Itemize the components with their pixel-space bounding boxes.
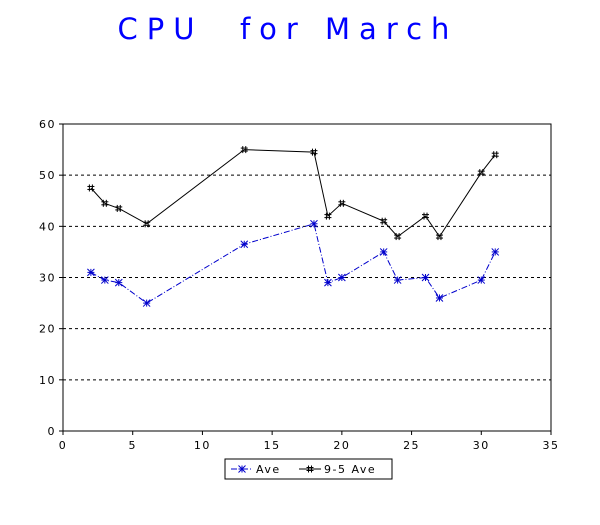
- series-line-1: [90, 223, 496, 304]
- data-point: [324, 278, 332, 287]
- data-point: [477, 276, 486, 284]
- series-layer: [87, 146, 500, 307]
- data-point: [379, 248, 388, 256]
- data-point: [240, 240, 249, 249]
- marker-stroke: [114, 278, 123, 287]
- data-point: [87, 268, 95, 277]
- marker-stroke: [310, 219, 318, 228]
- x-tick-label: 35: [543, 439, 560, 452]
- marker-stroke: [238, 465, 246, 473]
- y-tick-label: 10: [39, 374, 56, 387]
- marker-stroke: [393, 276, 402, 284]
- marker-stroke: [435, 294, 444, 302]
- x-tick-label: 15: [264, 439, 281, 452]
- marker-stroke: [477, 276, 486, 284]
- x-axis-ticks: 0 5 10 15 20 25 30 35: [59, 431, 560, 452]
- legend: Ave 9-5 Ave: [224, 458, 393, 480]
- data-point: [338, 273, 346, 282]
- legend-label-1: Ave: [256, 463, 281, 476]
- data-point: [338, 199, 346, 207]
- marker-stroke: [100, 276, 109, 284]
- x-tick-label: 20: [333, 439, 350, 452]
- data-point: [422, 212, 430, 220]
- y-tick-label: 0: [48, 425, 57, 438]
- marker-stroke: [87, 268, 95, 277]
- data-point: [100, 276, 109, 284]
- data-point: [101, 199, 109, 207]
- marker-stroke: [379, 248, 388, 256]
- marker-stroke: [240, 240, 249, 249]
- x-tick-label: 30: [473, 439, 490, 452]
- marker-stroke: [421, 273, 430, 282]
- y-tick-label: 50: [39, 169, 56, 182]
- marker-stroke: [142, 299, 151, 307]
- data-point: [143, 220, 151, 228]
- data-point: [393, 276, 402, 284]
- data-point: [421, 273, 430, 282]
- data-point: [87, 184, 95, 192]
- data-point: [491, 151, 499, 159]
- x-tick-label: 10: [194, 439, 211, 452]
- data-point: [435, 294, 444, 302]
- data-point: [491, 248, 500, 256]
- data-point: [380, 217, 388, 225]
- legend-marker: [238, 465, 246, 473]
- data-point: [142, 299, 151, 307]
- x-tick-label: 25: [403, 439, 420, 452]
- data-point: [477, 169, 485, 177]
- data-point: [114, 278, 123, 287]
- data-point: [324, 212, 332, 220]
- y-tick-label: 60: [39, 118, 56, 131]
- marker-stroke: [491, 248, 500, 256]
- chart-title: CPU for March: [117, 12, 459, 46]
- legend-marker: [306, 465, 314, 473]
- data-point: [240, 146, 248, 154]
- y-tick-label: 20: [39, 323, 56, 336]
- data-point: [310, 219, 318, 228]
- data-point: [310, 148, 318, 156]
- legend-label-2: 9-5 Ave: [324, 463, 376, 476]
- marker-stroke: [338, 273, 346, 282]
- y-tick-label: 30: [39, 272, 56, 285]
- x-tick-label: 0: [59, 439, 68, 452]
- x-tick-label: 5: [128, 439, 137, 452]
- y-axis-ticks: 0 10 20 30 40 50 60: [39, 118, 63, 438]
- data-point: [435, 233, 443, 241]
- marker-stroke: [324, 278, 332, 287]
- data-point: [115, 204, 123, 212]
- y-tick-label: 40: [39, 220, 56, 233]
- series-line-2: [90, 149, 496, 238]
- data-point: [394, 233, 402, 241]
